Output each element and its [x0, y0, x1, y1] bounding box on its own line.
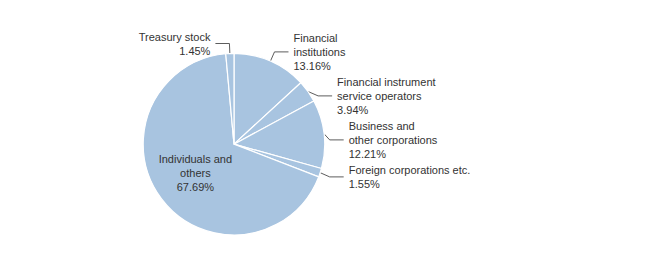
svg-text:Treasury stock: Treasury stock — [139, 31, 211, 43]
svg-text:1.55%: 1.55% — [349, 178, 380, 190]
svg-text:Foreign corporations etc.: Foreign corporations etc. — [349, 164, 471, 176]
svg-text:Individuals and: Individuals and — [159, 153, 232, 165]
svg-text:3.94%: 3.94% — [337, 104, 368, 116]
svg-text:1.45%: 1.45% — [179, 45, 210, 57]
svg-text:13.16%: 13.16% — [293, 60, 331, 72]
svg-text:67.69%: 67.69% — [177, 181, 215, 193]
svg-text:institutions: institutions — [293, 46, 345, 58]
svg-text:12.21%: 12.21% — [349, 148, 387, 160]
svg-text:other corporations: other corporations — [349, 134, 438, 146]
svg-text:others: others — [180, 167, 211, 179]
svg-text:service operators: service operators — [337, 90, 422, 102]
svg-text:Financial instrument: Financial instrument — [337, 76, 435, 88]
svg-text:Business and: Business and — [349, 120, 415, 132]
svg-text:Financial: Financial — [293, 32, 337, 44]
